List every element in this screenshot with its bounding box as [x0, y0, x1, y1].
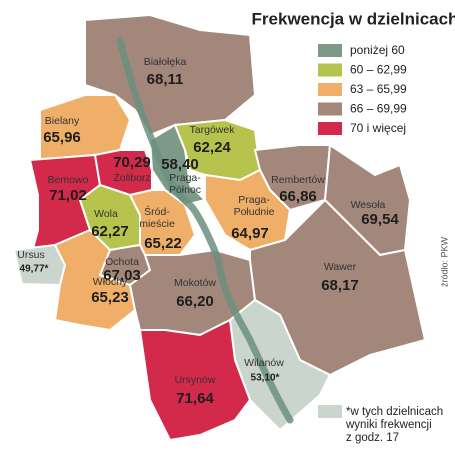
- district-name: Śród-: [144, 205, 170, 218]
- footnote-swatch: [318, 405, 342, 418]
- district-value: 62,24: [193, 139, 231, 156]
- legend-label: 63 – 65,99: [350, 82, 407, 96]
- footnote-line: wyniki frekwencji: [345, 419, 432, 431]
- district-name: Ursynów: [175, 374, 216, 386]
- district-value: 67,03: [103, 267, 141, 284]
- district-value: 53,10*: [251, 373, 280, 384]
- legend-label: poniżej 60: [350, 43, 405, 57]
- district-name: Praga-: [238, 194, 270, 206]
- district-value: 68,11: [147, 71, 184, 88]
- district-value: 65,23: [91, 289, 129, 306]
- district-value: 71,02: [49, 187, 87, 204]
- river: [116, 36, 294, 424]
- district-name: Mokotów: [174, 277, 216, 289]
- district: [128, 189, 197, 256]
- district-name: Południe: [234, 206, 275, 218]
- legend-label: 60 – 62,99: [350, 63, 407, 77]
- legend-swatch: [318, 102, 342, 116]
- legend-label: 70 i więcej: [350, 121, 406, 135]
- legend-swatch: [318, 44, 342, 57]
- title: Frekwencja w dzielnicach: [252, 9, 455, 28]
- district-name: Wilanów: [244, 357, 284, 369]
- district-name: mieście: [139, 218, 175, 230]
- district-value: 66,86: [279, 188, 317, 205]
- district-name: Wawer: [324, 261, 357, 273]
- district-value: 62,27: [91, 223, 129, 240]
- district-name: Północ: [169, 184, 201, 196]
- district-name: Białołęka: [144, 56, 187, 68]
- district-name: Rembertów: [271, 174, 325, 186]
- district-name: Bielany: [45, 115, 80, 127]
- district-value: 65,22: [144, 235, 182, 252]
- legend-swatch: [318, 122, 342, 135]
- district: [53, 228, 137, 332]
- legend-label: 66 – 69,99: [350, 102, 407, 116]
- district-value: 49,77*: [20, 264, 49, 275]
- district-name: Żoliborz: [113, 171, 150, 184]
- district-name: Praga-: [169, 172, 201, 184]
- district-value: 70,29: [113, 154, 151, 171]
- district-name: Targówek: [190, 124, 236, 136]
- district: [138, 318, 252, 442]
- district-value: 66,20: [176, 293, 214, 310]
- district-value: 68,17: [321, 277, 359, 294]
- district-name: Ursus: [17, 249, 44, 261]
- district: [204, 168, 292, 252]
- district-value: 65,96: [43, 129, 81, 146]
- footnote-line: z godz. 17: [346, 432, 399, 444]
- footnote-line: *w tych dzielnicach: [346, 406, 443, 418]
- district-value: 69,54: [361, 211, 399, 228]
- district-value: 64,97: [231, 225, 269, 242]
- district-value: 71,64: [176, 390, 214, 407]
- district-name: Ochota: [105, 256, 139, 268]
- district-value: 58,40: [161, 156, 199, 173]
- legend-swatch: [318, 83, 342, 96]
- district-name: Wesoła: [351, 199, 386, 211]
- district-name: Włochy: [93, 276, 128, 288]
- source: źródło: PKW: [439, 236, 449, 287]
- district-name: Wola: [94, 208, 118, 220]
- legend-swatch: [318, 63, 342, 77]
- district-name: Bemowo: [48, 174, 89, 186]
